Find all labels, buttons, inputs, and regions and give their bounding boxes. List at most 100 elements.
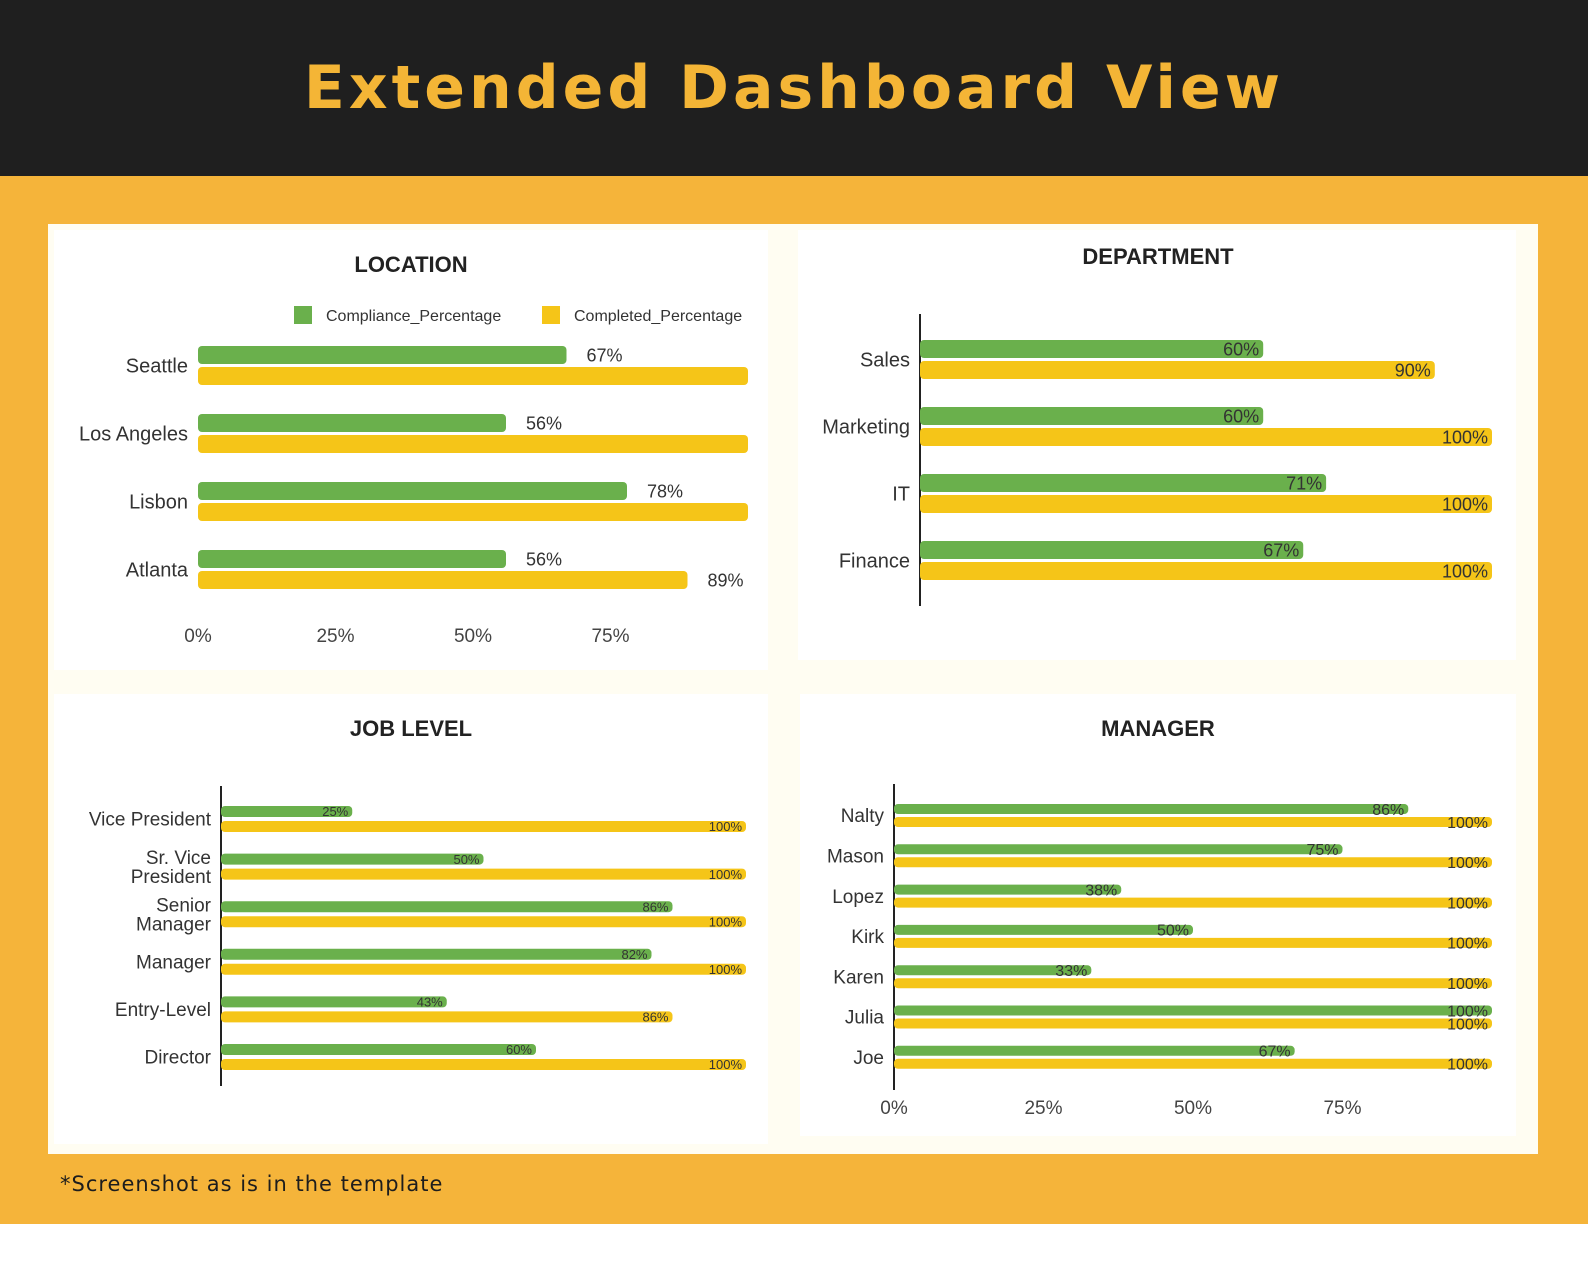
- axis-tick-label: 0%: [880, 1098, 908, 1119]
- completed-bar: [221, 1011, 673, 1023]
- category-label: Kirk: [851, 927, 884, 948]
- compliance-bar: [920, 340, 1264, 358]
- completed-bar: [198, 367, 748, 385]
- completed-data-label: 100%: [1442, 494, 1488, 514]
- compliance-data-label: 86%: [642, 899, 668, 914]
- compliance-data-label: 60%: [506, 1042, 532, 1057]
- compliance-bar: [198, 482, 627, 500]
- completed-bar: [920, 495, 1492, 513]
- legend-swatch-compliance: [294, 306, 312, 324]
- completed-data-label: 100%: [709, 1057, 743, 1072]
- category-label: Los Angeles: [79, 424, 188, 446]
- category-label: Entry-Level: [115, 1000, 211, 1021]
- category-label: Joe: [853, 1048, 884, 1069]
- completed-bar: [894, 817, 1492, 827]
- completed-data-label: 100%: [709, 914, 743, 929]
- completed-bar: [894, 897, 1492, 908]
- department-chart: DEPARTMENT Sales 60% 90% Marketing 60% 100% IT 7…: [822, 244, 1492, 606]
- compliance-data-label: 67%: [1263, 540, 1299, 560]
- compliance-bar: [221, 1044, 536, 1055]
- legend-label-compliance: Compliance_Percentage: [326, 308, 501, 325]
- compliance-bar: [894, 965, 1092, 976]
- completed-bar: [894, 937, 1492, 948]
- completed-bar: [894, 1018, 1492, 1029]
- category-label: Atlanta: [126, 560, 189, 582]
- completed-bar: [221, 821, 746, 832]
- dashboard-canvas: LOCATION Compliance_Percentage Completed_P…: [48, 224, 1538, 1154]
- completed-data-label: 100%: [1447, 815, 1488, 832]
- job-level-chart-panel: JOB LEVEL Vice President 25% 100% Sr. Vice Pr…: [54, 694, 768, 1144]
- compliance-data-label: 67%: [1259, 1044, 1291, 1061]
- compliance-data-label: 82%: [621, 947, 647, 962]
- compliance-data-label: 33%: [1055, 963, 1087, 980]
- category-label: IT: [892, 484, 910, 506]
- compliance-data-label: 43%: [417, 995, 443, 1010]
- axis-tick-label: 50%: [454, 626, 492, 647]
- axis-tick-label: 25%: [1024, 1098, 1062, 1119]
- compliance-data-label: 38%: [1085, 882, 1117, 899]
- compliance-bar: [894, 804, 1409, 814]
- legend-label-completed: Completed_Percentage: [574, 308, 742, 325]
- category-label: Finance: [839, 551, 910, 573]
- axis-tick-label: 50%: [1174, 1098, 1212, 1119]
- completed-bar: [221, 916, 746, 928]
- completed-bar: [198, 435, 748, 453]
- compliance-data-label: 78%: [647, 481, 683, 501]
- category-label: Mason: [827, 846, 884, 867]
- category-label: Vice President: [89, 810, 212, 831]
- job-level-chart-title: JOB LEVEL: [350, 716, 472, 741]
- category-label: Lisbon: [129, 492, 188, 514]
- dashboard-frame: LOCATION Compliance_Percentage Completed_P…: [0, 176, 1588, 1224]
- completed-data-label: 100%: [709, 962, 743, 977]
- completed-data-label: 100%: [1447, 976, 1488, 993]
- compliance-data-label: 60%: [1223, 406, 1259, 426]
- compliance-data-label: 86%: [1372, 802, 1404, 819]
- compliance-data-label: 56%: [526, 413, 562, 433]
- category-label: Senior: [156, 895, 212, 916]
- completed-bar: [894, 1058, 1492, 1069]
- category-label: Karen: [833, 967, 884, 988]
- compliance-data-label: 25%: [322, 804, 348, 819]
- category-label: Manager: [136, 914, 212, 935]
- completed-data-label: 100%: [1447, 855, 1488, 872]
- axis-tick-label: 75%: [591, 626, 629, 647]
- compliance-bar: [221, 996, 447, 1008]
- category-label: Sr. Vice: [146, 848, 211, 869]
- compliance-data-label: 71%: [1286, 473, 1322, 493]
- compliance-bar: [894, 844, 1343, 855]
- completed-bar: [221, 868, 746, 880]
- legend-swatch-completed: [542, 306, 560, 324]
- compliance-data-label: 75%: [1306, 842, 1338, 859]
- category-label: President: [131, 867, 212, 888]
- compliance-bar: [221, 853, 484, 865]
- category-label: Nalty: [841, 806, 885, 827]
- dashboard-header: Extended Dashboard View: [0, 0, 1588, 176]
- completed-data-label: 100%: [1442, 561, 1488, 581]
- footnote: *Screenshot as is in the template: [60, 1172, 444, 1196]
- completed-bar: [198, 503, 748, 521]
- compliance-bar: [198, 346, 567, 364]
- compliance-data-label: 67%: [587, 345, 623, 365]
- compliance-bar: [920, 407, 1264, 425]
- department-chart-title: DEPARTMENT: [1082, 244, 1234, 269]
- location-chart-title: LOCATION: [354, 252, 467, 277]
- category-label: Marketing: [822, 417, 910, 439]
- completed-data-label: 89%: [708, 570, 744, 590]
- compliance-bar: [198, 414, 506, 432]
- category-label: Manager: [136, 952, 212, 973]
- compliance-bar: [198, 550, 506, 568]
- manager-chart-panel: MANAGER Nalty 86% 100% Mason 75% 100% Lopez 38% 1…: [800, 694, 1516, 1136]
- category-label: Lopez: [832, 887, 884, 908]
- manager-chart: MANAGER Nalty 86% 100% Mason 75% 100% Lopez 38% 1…: [827, 716, 1492, 1119]
- location-chart: LOCATION Compliance_Percentage Completed_P…: [79, 252, 748, 647]
- completed-data-label: 100%: [709, 867, 743, 882]
- axis-tick-label: 75%: [1323, 1098, 1361, 1119]
- axis-tick-label: 25%: [316, 626, 354, 647]
- completed-data-label: 100%: [1447, 1016, 1488, 1033]
- compliance-bar: [894, 1045, 1295, 1056]
- completed-data-label: 100%: [1447, 1057, 1488, 1074]
- category-label: Director: [144, 1048, 211, 1069]
- compliance-bar: [221, 901, 673, 913]
- completed-bar: [920, 361, 1435, 379]
- compliance-data-label: 100%: [1447, 1003, 1488, 1020]
